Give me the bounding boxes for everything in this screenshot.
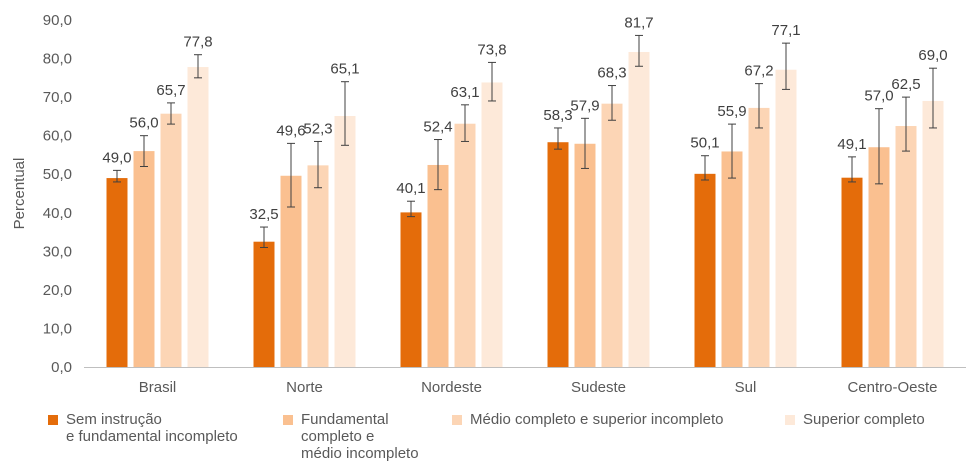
x-tick-label: Sudeste [571, 379, 626, 396]
y-tick-label: 20,0 [43, 282, 72, 299]
bar [841, 177, 863, 367]
data-label: 63,1 [450, 84, 479, 101]
legend-label: Fundamental completo e médio incompleto [301, 411, 419, 462]
bar [694, 173, 716, 367]
legend-swatch [48, 415, 58, 425]
data-label: 32,5 [249, 206, 278, 223]
bar [547, 142, 569, 367]
x-tick-label: Nordeste [421, 379, 482, 396]
bar [721, 151, 743, 367]
error-bars [113, 34, 937, 248]
bar [187, 67, 209, 367]
bar [427, 164, 449, 367]
legend: Sem instrução e fundamental incompleto F… [0, 411, 968, 466]
data-label: 52,3 [303, 120, 332, 137]
bar [601, 103, 623, 367]
data-label: 56,0 [129, 115, 158, 132]
y-tick-label: 90,0 [43, 12, 72, 29]
data-label: 77,8 [183, 34, 212, 51]
data-label: 62,5 [891, 76, 920, 93]
data-label: 77,1 [771, 22, 800, 39]
legend-label: Médio completo e superior incompleto [470, 411, 724, 428]
data-label: 58,3 [543, 107, 572, 124]
x-tick-label: Brasil [139, 379, 177, 396]
bar [628, 52, 650, 368]
bar [868, 147, 890, 367]
y-tick-label: 0,0 [51, 359, 72, 376]
bar [334, 116, 356, 368]
bar [253, 241, 275, 367]
y-axis: 0,0 10,0 20,0 30,0 40,0 50,0 60,0 70,0 80,0 90,0 P… [11, 12, 72, 376]
legend-label: Sem instrução e fundamental incompleto [66, 411, 238, 445]
data-label: 65,1 [330, 61, 359, 78]
bar [133, 151, 155, 367]
bar [775, 69, 797, 367]
x-tick-label: Norte [286, 379, 323, 396]
legend-label: Superior completo [803, 411, 925, 428]
data-label: 73,8 [477, 41, 506, 58]
bar [280, 175, 302, 367]
data-label: 67,2 [744, 63, 773, 80]
y-tick-label: 30,0 [43, 243, 72, 260]
x-tick-label: Sul [735, 379, 757, 396]
legend-item-medio: Médio completo e superior incompleto [452, 411, 723, 428]
data-label: 49,6 [276, 122, 305, 139]
legend-item-superior: Superior completo [785, 411, 925, 428]
y-tick-label: 40,0 [43, 205, 72, 222]
bar [895, 126, 917, 368]
bar [307, 165, 329, 367]
data-label: 50,1 [690, 135, 719, 152]
bar [160, 113, 182, 367]
data-label: 68,3 [597, 65, 626, 82]
legend-swatch [785, 415, 795, 425]
y-tick-label: 70,0 [43, 89, 72, 106]
data-label: 52,4 [423, 119, 452, 136]
y-tick-label: 60,0 [43, 128, 72, 145]
legend-swatch [283, 415, 293, 425]
bars [106, 52, 944, 368]
bar [574, 143, 596, 367]
data-label: 69,0 [918, 47, 947, 64]
bar [106, 178, 128, 367]
data-label: 57,0 [864, 88, 893, 105]
bar [922, 100, 944, 367]
bar [481, 82, 503, 368]
x-axis: Brasil Norte Nordeste Sudeste Sul Centro-Oest… [84, 367, 966, 396]
legend-item-fundamental: Fundamental completo e médio incompleto [283, 411, 419, 462]
data-labels: 49,0 56,0 65,7 77,8 32,5 49,652,3 65,1 40,1 52,4… [102, 14, 947, 223]
data-label: 57,9 [570, 97, 599, 114]
legend-swatch [452, 415, 462, 425]
x-tick-label: Centro-Oeste [847, 379, 937, 396]
data-label: 81,7 [624, 14, 653, 31]
y-tick-label: 10,0 [43, 320, 72, 337]
data-label: 49,1 [837, 136, 866, 153]
y-tick-label: 50,0 [43, 166, 72, 183]
bar [454, 123, 476, 367]
data-label: 65,7 [156, 82, 185, 99]
data-label: 40,1 [396, 180, 425, 197]
data-label: 55,9 [717, 103, 746, 120]
legend-item-sem-instrucao: Sem instrução e fundamental incompleto [48, 411, 238, 445]
bar-chart: 0,0 10,0 20,0 30,0 40,0 50,0 60,0 70,0 80,0 90,0 P… [11, 12, 966, 396]
data-label: 49,0 [102, 149, 131, 166]
bar [400, 212, 422, 367]
bar [748, 107, 770, 367]
y-tick-label: 80,0 [43, 51, 72, 68]
y-axis-title: Percentual [11, 158, 28, 230]
